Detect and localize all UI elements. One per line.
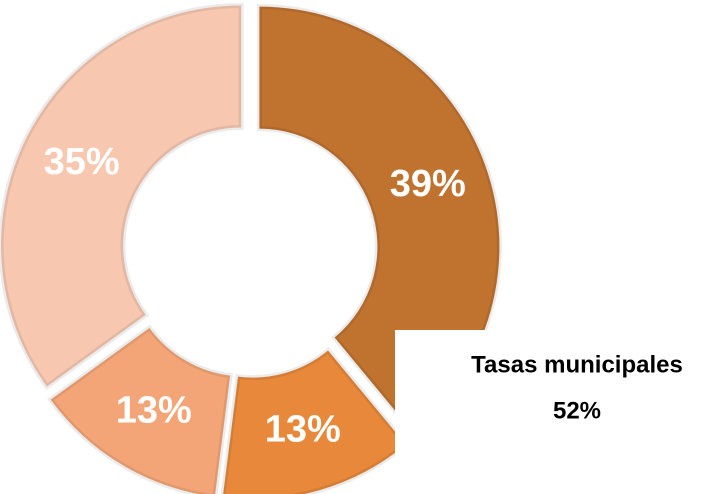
annotation: Tasas municipales bbox=[471, 351, 683, 378]
slice-label: 39% bbox=[390, 163, 466, 205]
slice bbox=[0, 2, 244, 391]
annotation: 52% bbox=[553, 397, 601, 424]
slice bbox=[220, 347, 410, 494]
slice bbox=[47, 324, 233, 494]
label-box bbox=[395, 330, 712, 494]
slices: 39% 13% 13% 35% bbox=[0, 2, 502, 494]
slice-label: 13% bbox=[265, 409, 341, 451]
slice-label: 13% bbox=[116, 390, 192, 432]
slice-label: 35% bbox=[44, 141, 120, 183]
